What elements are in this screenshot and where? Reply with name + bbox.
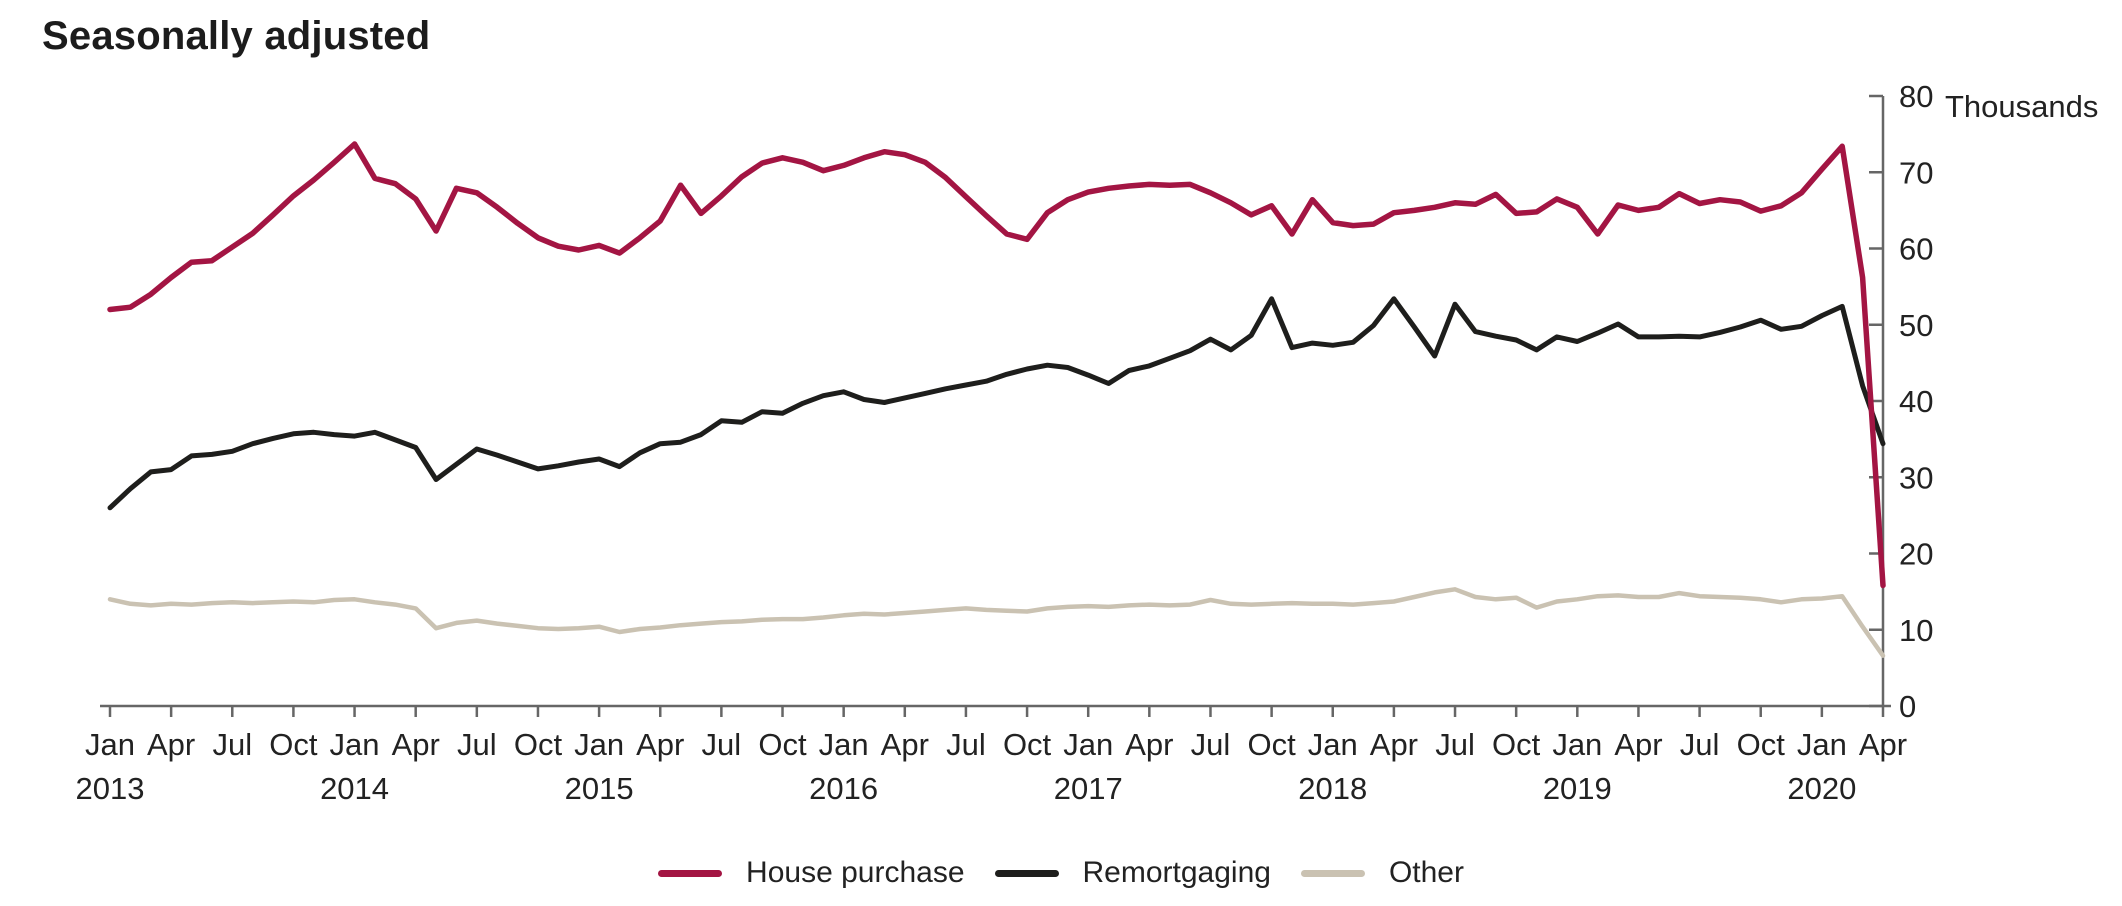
y-axis-unit-label: Thousands: [1945, 89, 2098, 124]
x-tick-month-label: Oct: [269, 727, 318, 762]
x-tick-month-label: Jul: [1680, 727, 1720, 762]
x-tick-month-label: Jul: [457, 727, 497, 762]
x-tick-month-label: Jan: [1797, 727, 1847, 762]
x-tick-month-label: Jul: [702, 727, 742, 762]
legend-label-other: Other: [1388, 856, 1464, 889]
x-tick-month-label: Apr: [392, 727, 440, 762]
y-tick-label: 50: [1899, 308, 1933, 343]
x-tick-month-label: Apr: [147, 727, 195, 762]
x-tick-year-label: 2013: [76, 771, 145, 806]
x-tick-month-label: Apr: [1859, 727, 1907, 762]
x-tick-year-label: 2020: [1787, 771, 1856, 806]
x-tick-month-label: Oct: [1737, 727, 1786, 762]
x-tick-month-label: Apr: [881, 727, 929, 762]
x-tick-month-label: Jan: [1063, 727, 1113, 762]
x-tick-month-label: Oct: [1248, 727, 1297, 762]
x-tick-month-label: Oct: [758, 727, 807, 762]
x-tick-month-label: Jan: [85, 727, 135, 762]
x-tick-month-label: Oct: [1492, 727, 1541, 762]
series-line-remortgaging: [107, 296, 1886, 511]
x-tick-year-label: 2016: [809, 771, 878, 806]
x-tick-month-label: Oct: [514, 727, 563, 762]
legend-swatch-remortgaging: [994, 869, 1059, 877]
y-tick-label: 70: [1899, 155, 1933, 190]
x-tick-month-label: Apr: [1125, 727, 1173, 762]
x-tick-month-label: Jul: [1191, 727, 1231, 762]
x-tick-year-label: 2014: [320, 771, 389, 806]
x-tick-month-label: Apr: [1370, 727, 1418, 762]
series-line-other: [107, 587, 1886, 658]
x-tick-month-label: Apr: [1614, 727, 1662, 762]
x-tick-month-label: Jul: [946, 727, 986, 762]
y-tick-label: 40: [1899, 384, 1933, 419]
x-tick-year-label: 2015: [565, 771, 634, 806]
y-tick-label: 20: [1899, 537, 1933, 572]
legend-swatch-other: [1300, 869, 1365, 877]
legend-item-house-purchase: House purchase: [658, 856, 965, 890]
y-tick-label: 30: [1899, 460, 1933, 495]
x-tick-month-label: Oct: [1003, 727, 1052, 762]
y-tick-label: 0: [1899, 689, 1916, 724]
x-tick-month-label: Jan: [1308, 727, 1358, 762]
x-tick-year-label: 2017: [1054, 771, 1123, 806]
x-tick-month-label: Jan: [819, 727, 869, 762]
chart-legend: House purchase Remortgaging Other: [0, 856, 2122, 890]
legend-label-house-purchase: House purchase: [746, 856, 965, 889]
legend-swatch-house-purchase: [658, 869, 723, 877]
series-line-house-purchase: [107, 141, 1886, 589]
x-tick-year-label: 2018: [1298, 771, 1367, 806]
x-tick-month-label: Jul: [212, 727, 252, 762]
y-tick-label: 10: [1899, 613, 1933, 648]
legend-label-remortgaging: Remortgaging: [1082, 856, 1271, 889]
x-tick-month-label: Jan: [574, 727, 624, 762]
x-tick-month-label: Apr: [636, 727, 684, 762]
x-tick-month-label: Jan: [1552, 727, 1602, 762]
x-tick-year-label: 2019: [1543, 771, 1612, 806]
legend-item-other: Other: [1300, 856, 1464, 890]
chart-title: Seasonally adjusted: [42, 14, 431, 58]
y-tick-label: 80: [1899, 79, 1933, 114]
x-tick-month-label: Jul: [1435, 727, 1475, 762]
x-tick-month-label: Jan: [330, 727, 380, 762]
legend-item-remortgaging: Remortgaging: [994, 856, 1271, 890]
y-tick-label: 60: [1899, 232, 1933, 267]
